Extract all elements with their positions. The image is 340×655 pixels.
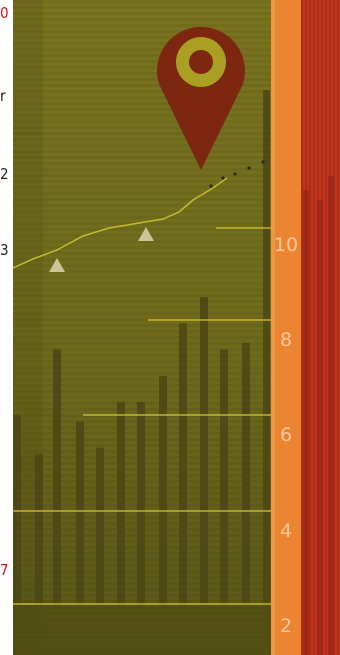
trend-markers (49, 227, 154, 272)
bar (13, 415, 21, 605)
trend-dot (233, 172, 237, 176)
trend-dot (247, 166, 251, 170)
red-bar (317, 200, 323, 655)
scale-label: 8 (280, 329, 292, 351)
triangle-marker-icon (49, 258, 65, 272)
bar (242, 343, 250, 605)
bar (96, 447, 104, 605)
edge-marker-lower: 3 (0, 241, 9, 259)
bar (76, 421, 84, 605)
illustration: 10 8 6 4 2 (13, 0, 340, 655)
bar (179, 323, 187, 605)
trend-dot (221, 176, 225, 180)
edge-marker-top: 0 (0, 4, 9, 22)
scale-label: 10 (274, 234, 298, 256)
red-strip-bars (303, 176, 334, 655)
bar (263, 90, 270, 605)
trend-dot (209, 184, 213, 188)
bar (159, 375, 167, 605)
bar (53, 349, 61, 605)
red-bar (303, 190, 309, 655)
strip-highlight (271, 0, 275, 655)
trend-dot (261, 160, 265, 164)
scale-label: 2 (280, 615, 292, 637)
red-bar (328, 176, 334, 655)
ground-band (13, 605, 273, 655)
edge-marker-middle: 2 (0, 165, 9, 183)
bar (117, 401, 125, 605)
orange-strip (271, 0, 301, 655)
trend-line (13, 177, 228, 269)
bar-group (13, 90, 270, 605)
triangle-marker-icon (138, 227, 154, 241)
scale-label: 6 (280, 424, 292, 446)
edge-marker-bottom: 7 (0, 561, 9, 579)
edge-marker-upper: r (0, 87, 6, 105)
bar (137, 401, 145, 605)
scale-labels: 10 8 6 4 2 (274, 234, 298, 637)
location-pin-icon (157, 26, 245, 171)
scale-label: 4 (280, 520, 292, 542)
bar (35, 454, 43, 605)
bar (220, 349, 228, 605)
bar (200, 297, 208, 605)
